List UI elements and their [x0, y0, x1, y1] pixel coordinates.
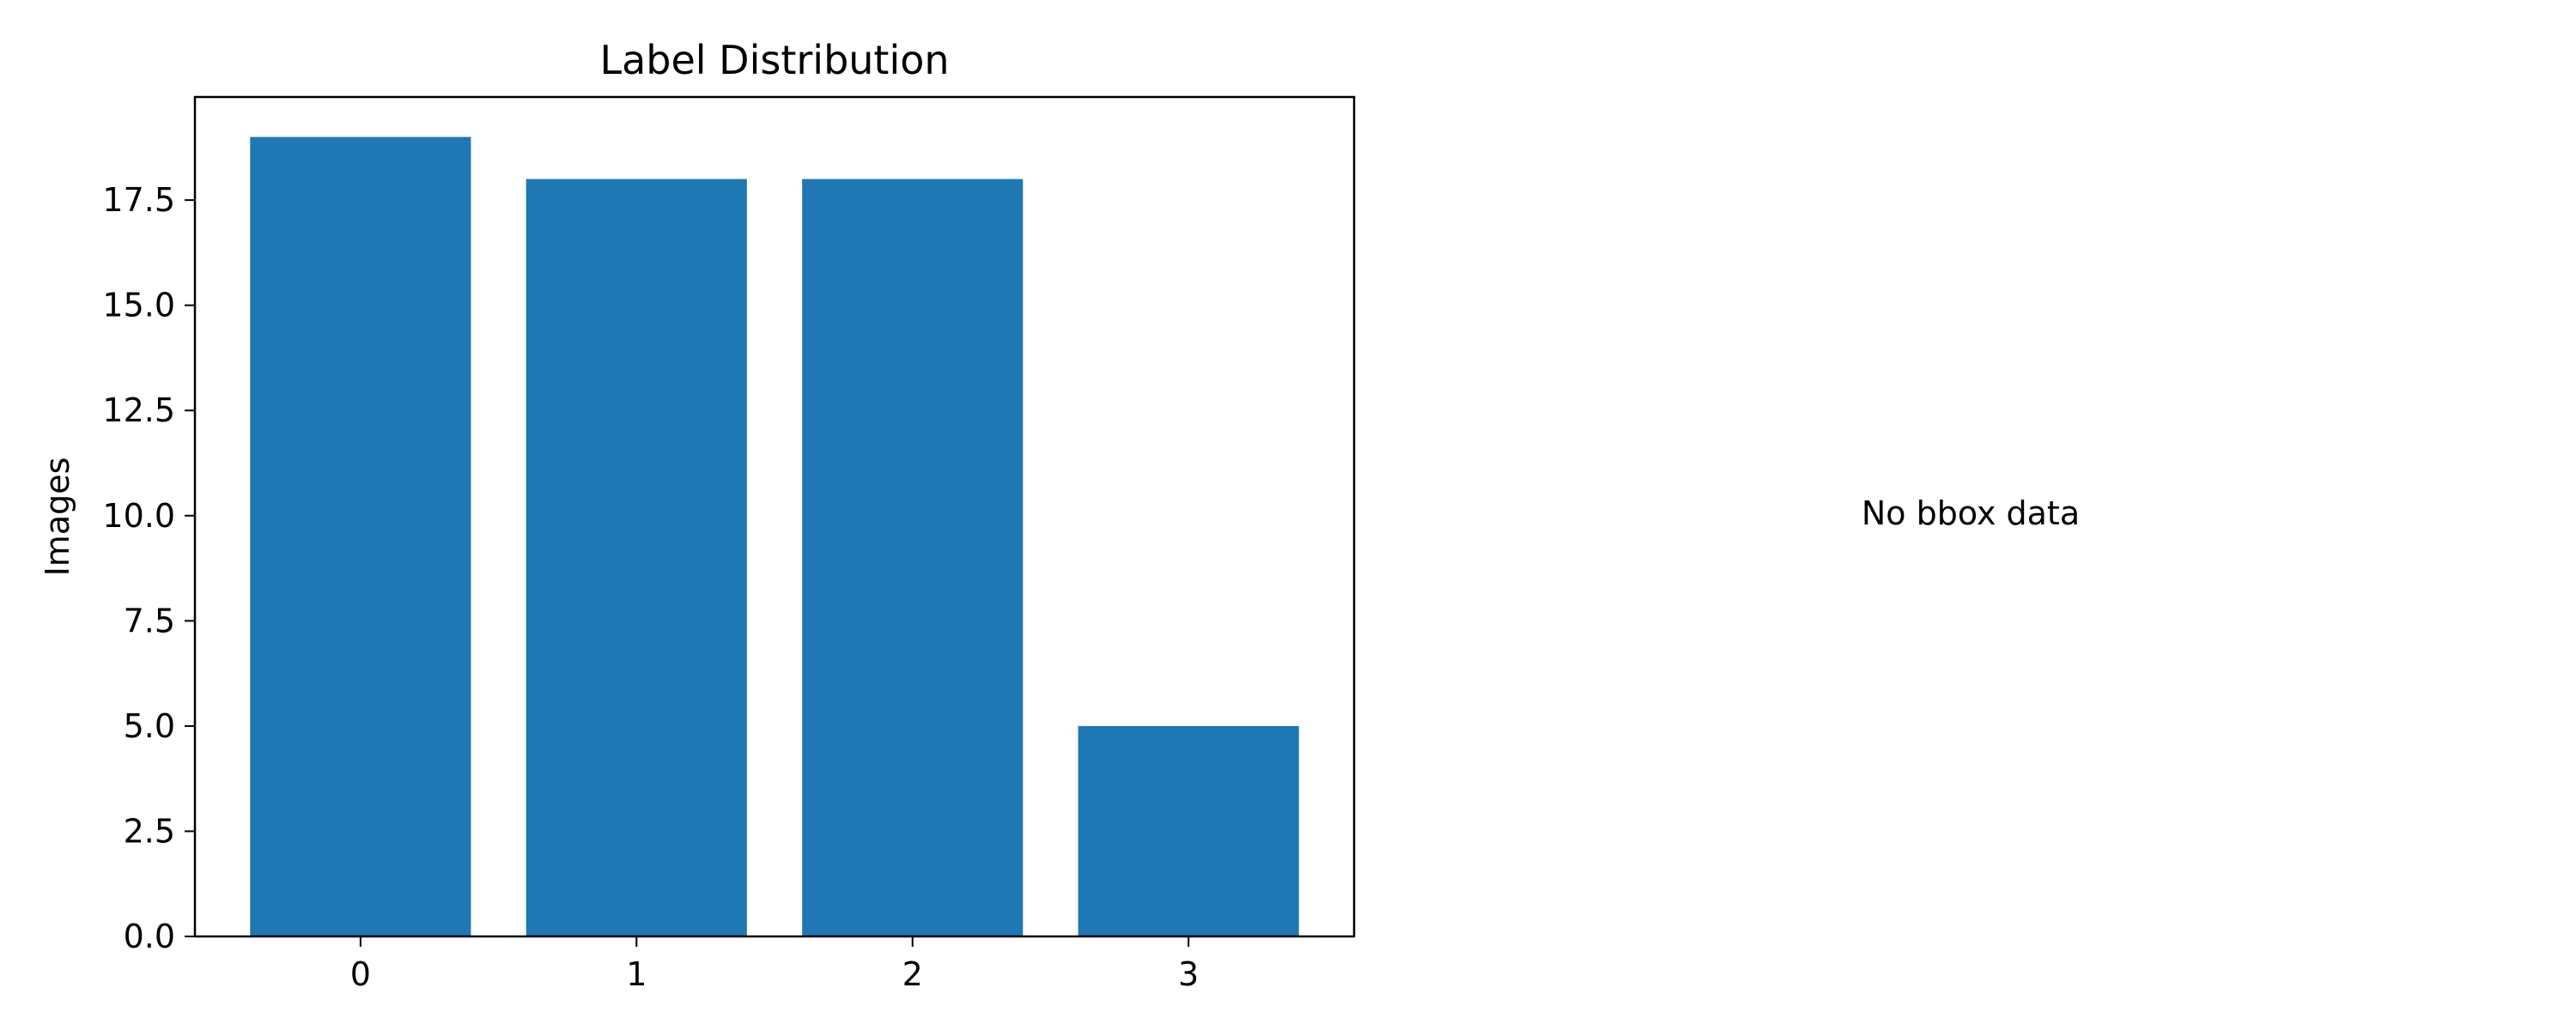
y-axis-ticks: 0.0 2.5 5.0 7.5 10.0 12.5 15.0 17.5	[102, 181, 195, 955]
y-tick-label: 10.0	[102, 497, 175, 535]
plot-area-frame	[193, 95, 1356, 938]
y-tick-label: 2.5	[124, 812, 175, 850]
y-tick-label: 5.0	[124, 707, 175, 745]
y-axis-label: Images	[39, 457, 76, 577]
bar-3	[1078, 725, 1299, 936]
y-tick-label: 0.0	[124, 918, 175, 955]
y-tick-label: 17.5	[102, 181, 175, 219]
y-tick-label: 12.5	[102, 391, 175, 429]
chart-title: Label Distribution	[599, 37, 949, 83]
bbox-chart-empty: No bbox data	[1862, 494, 2080, 532]
x-axis-ticks: 0 1 2 3	[350, 936, 1199, 993]
y-tick-label: 15.0	[102, 287, 175, 324]
x-tick-label: 1	[626, 955, 647, 993]
bar-2	[802, 179, 1024, 936]
no-bbox-data-message: No bbox data	[1862, 494, 2080, 532]
x-tick-label: 3	[1178, 955, 1199, 993]
bar-0	[250, 136, 471, 937]
bar-1	[526, 179, 747, 936]
y-tick-label: 7.5	[124, 602, 175, 639]
x-tick-label: 2	[902, 955, 923, 993]
label-distribution-chart: Label Distribution 0.0 2.5 5.0 7.5 10.0 12.5 1…	[39, 37, 1356, 993]
bars-group	[250, 136, 1299, 937]
x-tick-label: 0	[350, 955, 371, 993]
